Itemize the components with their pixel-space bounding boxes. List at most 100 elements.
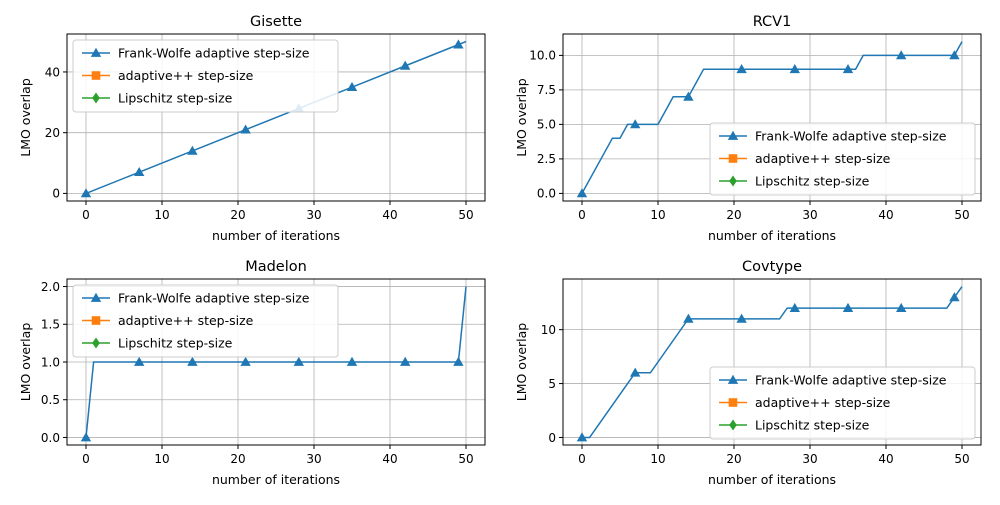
y-tick-label: 0 (52, 187, 60, 201)
legend-label: adaptive++ step-size (755, 151, 891, 166)
x-tick-label: 20 (726, 452, 741, 466)
x-tick-label: 40 (382, 208, 397, 222)
legend-marker (728, 398, 738, 407)
legend-marker (92, 337, 100, 349)
x-tick-label: 30 (802, 452, 817, 466)
legend-label: Lipschitz step-size (755, 174, 870, 189)
data-point-marker (576, 432, 588, 442)
legend: Frank-Wolfe adaptive step-size adaptive++… (709, 122, 976, 196)
y-tick-label: 5 (548, 377, 556, 391)
data-point-marker (789, 302, 800, 313)
data-point-marker (346, 81, 358, 92)
x-tick-label: 50 (458, 452, 473, 466)
data-point-marker (134, 356, 145, 366)
x-tick-label: 40 (382, 452, 397, 466)
axes-frame (562, 33, 982, 202)
legend-marker (729, 175, 737, 187)
x-tick-label: 0 (578, 208, 586, 222)
data-point-marker (240, 124, 251, 134)
chart-panel-4: 0 10 20 30 40 50 0 5 10 Covtype number of iteratio… (514, 259, 982, 487)
legend: Frank-Wolfe adaptive step-size adaptive++… (72, 284, 339, 358)
x-tick-label: 10 (650, 208, 665, 222)
chart-panel-2: 0 10 20 30 40 50 0.0 2.5 5.0 7.5 10.0 RCV1 number of… (514, 14, 982, 243)
x-tick-label: 10 (154, 208, 169, 222)
y-axis-label: LMO overlap (18, 78, 33, 157)
legend-label: Frank-Wolfe adaptive step-size (118, 291, 310, 306)
y-tick-label: 10.0 (529, 49, 556, 63)
y-tick-label: 20 (45, 126, 60, 140)
legend-marker (727, 374, 739, 384)
legend-marker (90, 292, 102, 302)
y-axis-label: LMO overlap (514, 78, 529, 157)
x-axis-label: number of iterations (212, 472, 340, 487)
chart-title: RCV1 (753, 14, 792, 30)
y-tick-label: 1.5 (41, 318, 60, 332)
data-point-marker (187, 145, 198, 155)
data-point-marker (187, 356, 198, 366)
data-point-marker (630, 119, 641, 129)
data-point-marker (400, 356, 411, 366)
data-point-marker (896, 302, 907, 313)
x-tick-label: 30 (306, 452, 321, 466)
axes-frame (562, 278, 982, 446)
data-point-marker (683, 313, 694, 323)
y-axis-label: LMO overlap (514, 323, 529, 402)
legend-box (709, 122, 976, 196)
y-tick-label: 5.0 (537, 118, 556, 132)
data-point-marker (949, 50, 960, 60)
legend-label: Frank-Wolfe adaptive step-size (118, 46, 310, 61)
legend-marker (728, 154, 738, 163)
legend-label: Lipschitz step-size (755, 418, 870, 433)
y-tick-label: 40 (45, 65, 60, 79)
x-tick-label: 0 (578, 452, 586, 466)
y-tick-label: 0.5 (41, 393, 60, 407)
y-tick-label: 10 (541, 323, 556, 337)
legend-label: adaptive++ step-size (118, 313, 254, 328)
data-point-marker (949, 292, 960, 302)
x-tick-label: 0 (82, 452, 90, 466)
data-point-marker (736, 313, 747, 323)
data-point-marker (736, 63, 747, 74)
data-point-marker (293, 356, 304, 366)
legend-marker (90, 47, 102, 57)
legend-marker (91, 71, 101, 80)
chart-title: Madelon (245, 259, 307, 275)
legend-box (709, 366, 976, 440)
legend-label: Lipschitz step-size (118, 91, 233, 106)
x-tick-label: 40 (878, 452, 893, 466)
data-point-marker (630, 367, 641, 377)
x-tick-label: 10 (154, 452, 169, 466)
x-tick-label: 50 (954, 452, 969, 466)
axes-frame (66, 33, 486, 202)
legend-marker (91, 316, 101, 325)
data-point-marker (683, 91, 694, 101)
y-tick-label: 0.0 (41, 431, 60, 445)
x-axis-label: number of iterations (708, 228, 836, 243)
legend-label: adaptive++ step-size (118, 68, 254, 83)
chart-title: Covtype (742, 259, 802, 275)
y-tick-label: 0.0 (537, 187, 556, 201)
legend-marker (727, 130, 739, 140)
x-tick-label: 50 (458, 208, 473, 222)
x-axis-label: number of iterations (212, 228, 340, 243)
y-tick-label: 0 (548, 431, 556, 445)
legend-label: Frank-Wolfe adaptive step-size (755, 129, 947, 144)
y-axis-label: LMO overlap (18, 323, 33, 402)
x-tick-label: 30 (306, 208, 321, 222)
x-tick-label: 10 (650, 452, 665, 466)
legend-box (72, 284, 339, 358)
data-point-marker (453, 39, 464, 49)
legend-box (72, 39, 339, 113)
data-point-marker (240, 356, 251, 366)
data-point-marker (789, 63, 800, 74)
legend-marker (92, 92, 100, 104)
chart-title: Gisette (250, 14, 302, 30)
x-tick-label: 20 (230, 452, 245, 466)
data-point-marker (842, 302, 854, 313)
legend-label: Frank-Wolfe adaptive step-size (755, 373, 947, 388)
legend: Frank-Wolfe adaptive step-size adaptive++… (72, 39, 339, 113)
legend: Frank-Wolfe adaptive step-size adaptive++… (709, 366, 976, 440)
x-tick-label: 50 (954, 208, 969, 222)
